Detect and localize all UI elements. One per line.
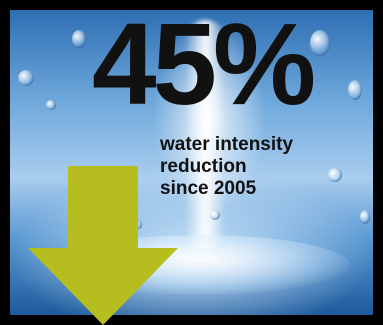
water-droplet	[72, 30, 86, 48]
down-arrow-icon	[28, 166, 178, 325]
caption-line: water intensity	[160, 134, 294, 155]
water-droplet	[360, 210, 370, 224]
water-droplet	[18, 70, 34, 86]
water-droplet	[46, 100, 56, 110]
water-droplet	[328, 168, 342, 182]
headline-percentage: 45%	[92, 0, 316, 129]
water-droplet	[348, 80, 362, 100]
water-droplet	[210, 210, 220, 220]
headline-caption: water intensity reduction since 2005	[160, 134, 293, 200]
caption-line: reduction	[160, 156, 247, 177]
water-droplet	[310, 30, 330, 56]
down-arrow-shape	[28, 166, 178, 325]
water-droplet	[268, 50, 276, 58]
caption-line: since 2005	[160, 178, 257, 199]
